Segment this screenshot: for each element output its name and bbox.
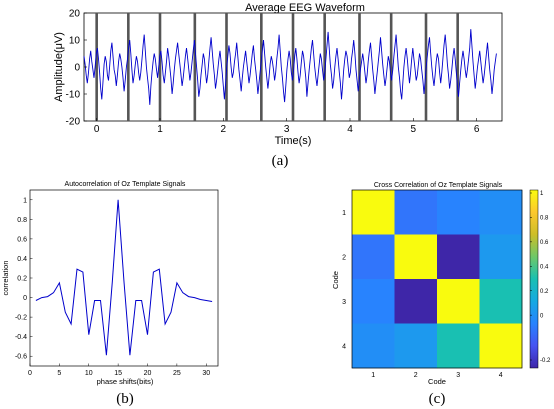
colorbar-tick-label-6: -0.2 — [540, 358, 551, 364]
chart-a-marker-6 — [291, 13, 295, 121]
heatmap-cell-2-1 — [352, 234, 395, 280]
chart-a-ytick-label-4: 20 — [69, 9, 81, 20]
heatmap-cell-4-2 — [394, 323, 438, 369]
chart-c-ytick-label-0: 1 — [342, 210, 346, 217]
chart-c-xtick-label-0: 1 — [371, 372, 375, 379]
chart-a-marker-2 — [158, 13, 162, 121]
colorbar-tick-label-4: 0.2 — [540, 289, 549, 295]
chart-a-xticks: 0 1 2 3 4 5 6 — [94, 118, 480, 135]
chart-a-marker-9 — [389, 13, 393, 121]
chart-a-xtick-label-1: 1 — [157, 124, 163, 135]
chart-a-xlabel: Time(s) — [275, 135, 312, 147]
chart-a-marker-5 — [260, 13, 263, 121]
chart-c-ytick-label-1: 2 — [342, 254, 346, 261]
chart-b-series-line — [35, 199, 213, 356]
colorbar-tick-label-1: 0.8 — [540, 216, 549, 222]
chart-c-colorbar-ticks: 1 0.8 0.6 0.4 0.2 0 -0.2 — [530, 191, 551, 364]
chart-c-yticks: 1 2 3 4 — [342, 210, 346, 351]
chart-b-ytick-label-1: -0.4 — [15, 334, 27, 341]
chart-a-xtick-label-2: 2 — [221, 124, 227, 135]
chart-c-xtick-label-2: 3 — [456, 372, 460, 379]
chart-b-ytick-label-0: -0.6 — [15, 354, 27, 361]
chart-b-xlabel: phase shifts(bits) — [97, 377, 154, 386]
chart-c-heatmap — [352, 190, 523, 369]
panel-a: Average EEG Waveform 0 1 2 3 4 5 6 -20 -10 0 10 20… — [53, 2, 503, 169]
chart-b-xtick-label-6: 30 — [202, 370, 210, 377]
chart-a-marker-1 — [127, 13, 130, 121]
chart-c-colorbar — [529, 189, 539, 369]
heatmap-cell-3-1 — [352, 279, 395, 324]
chart-b-xtick-label-2: 10 — [85, 370, 93, 377]
heatmap-cell-4-3 — [437, 323, 480, 369]
heatmap-cell-3-4 — [479, 279, 523, 324]
chart-b-xtick-label-1: 5 — [57, 370, 61, 377]
chart-b-title: Autocorrelation of Oz Template Signals — [65, 181, 186, 188]
chart-a-ytick-label-1: -10 — [66, 90, 81, 101]
chart-a-xtick-label-4: 4 — [347, 124, 353, 135]
chart-a-marker-0 — [95, 13, 98, 121]
chart-a-series-line — [83, 29, 497, 105]
chart-b-ytick-label-6: 0.6 — [17, 236, 27, 243]
chart-c-xtick-label-3: 4 — [499, 372, 503, 379]
chart-b-ylabel: correlation — [1, 260, 10, 295]
chart-c-ytick-label-3: 4 — [342, 343, 346, 350]
heatmap-cell-1-4 — [479, 190, 523, 235]
heatmap-cell-4-1 — [352, 323, 395, 369]
heatmap-cell-3-3 — [437, 279, 480, 324]
heatmap-cell-4-4 — [479, 323, 523, 369]
heatmap-cell-2-4 — [479, 234, 523, 280]
heatmap-cell-1-2 — [394, 190, 438, 235]
chart-a-ytick-label-0: -20 — [66, 117, 81, 128]
chart-b-xticks: 0 5 10 15 20 25 30 — [28, 363, 210, 377]
colorbar-gradient — [529, 189, 539, 369]
chart-b-ytick-label-4: 0.2 — [17, 276, 27, 283]
heatmap-cell-1-3 — [437, 190, 480, 235]
heatmap-cell-3-2 — [394, 279, 438, 324]
chart-a-xtick-label-3: 3 — [284, 124, 290, 135]
panel-label-a: (a) — [272, 153, 289, 169]
panel-b: Autocorrelation of Oz Template Signals 0… — [1, 181, 219, 407]
chart-b-yticks: -0.6 -0.4 -0.2 0 0.2 0.4 0.6 0.8 1 — [15, 197, 33, 361]
panel-label-b: (b) — [116, 391, 134, 407]
chart-a-marker-7 — [323, 13, 326, 121]
chart-b-xtick-label-5: 25 — [173, 370, 181, 377]
chart-a-ytick-label-2: 0 — [74, 63, 80, 74]
chart-b-ytick-label-5: 0.4 — [17, 256, 27, 263]
chart-a-title: Average EEG Waveform — [245, 2, 365, 14]
heatmap-cell-2-2 — [394, 234, 438, 280]
chart-a-xtick-label-5: 5 — [411, 124, 417, 135]
chart-c-ytick-label-2: 3 — [342, 299, 346, 306]
chart-a-marker-8 — [358, 13, 361, 121]
chart-b-ytick-label-2: -0.2 — [15, 315, 27, 322]
chart-a-yticks: -20 -10 0 10 20 — [66, 9, 87, 128]
colorbar-tick-label-0: 1 — [540, 191, 544, 197]
chart-a-marker-3 — [193, 13, 197, 121]
colorbar-tick-label-2: 0.6 — [540, 240, 549, 246]
chart-a-xtick-label-6: 6 — [474, 124, 480, 135]
chart-b-xtick-label-3: 15 — [114, 370, 122, 377]
chart-b-xtick-label-4: 20 — [144, 370, 152, 377]
chart-a-xtick-label-0: 0 — [94, 124, 100, 135]
chart-c-title: Cross Correlation of Oz Template Signals — [374, 182, 503, 189]
chart-a-ylabel: Amplitude(μV) — [53, 32, 65, 102]
chart-c-ylabel: Code — [331, 271, 340, 289]
chart-c-frame — [351, 189, 523, 369]
chart-c-xtick-label-1: 2 — [414, 372, 418, 379]
panel-c: Cross Correlation of Oz Template Signals… — [331, 182, 551, 407]
colorbar-tick-label-5: 0 — [540, 313, 544, 319]
chart-b-ytick-label-8: 1 — [23, 197, 27, 204]
chart-b-ytick-label-3: 0 — [23, 295, 27, 302]
chart-b-xtick-label-0: 0 — [28, 370, 32, 377]
chart-c-xticks: 1 2 3 4 — [371, 372, 503, 379]
chart-b-ytick-label-7: 0.8 — [17, 217, 27, 224]
heatmap-cell-2-3 — [437, 234, 480, 280]
panel-label-c: (c) — [429, 391, 446, 407]
heatmap-cell-1-1 — [352, 190, 395, 235]
colorbar-tick-label-3: 0.4 — [540, 264, 549, 270]
chart-c-xlabel: Code — [428, 377, 446, 386]
chart-a-ytick-label-3: 10 — [69, 36, 81, 47]
chart-a-marker-11 — [456, 13, 459, 121]
